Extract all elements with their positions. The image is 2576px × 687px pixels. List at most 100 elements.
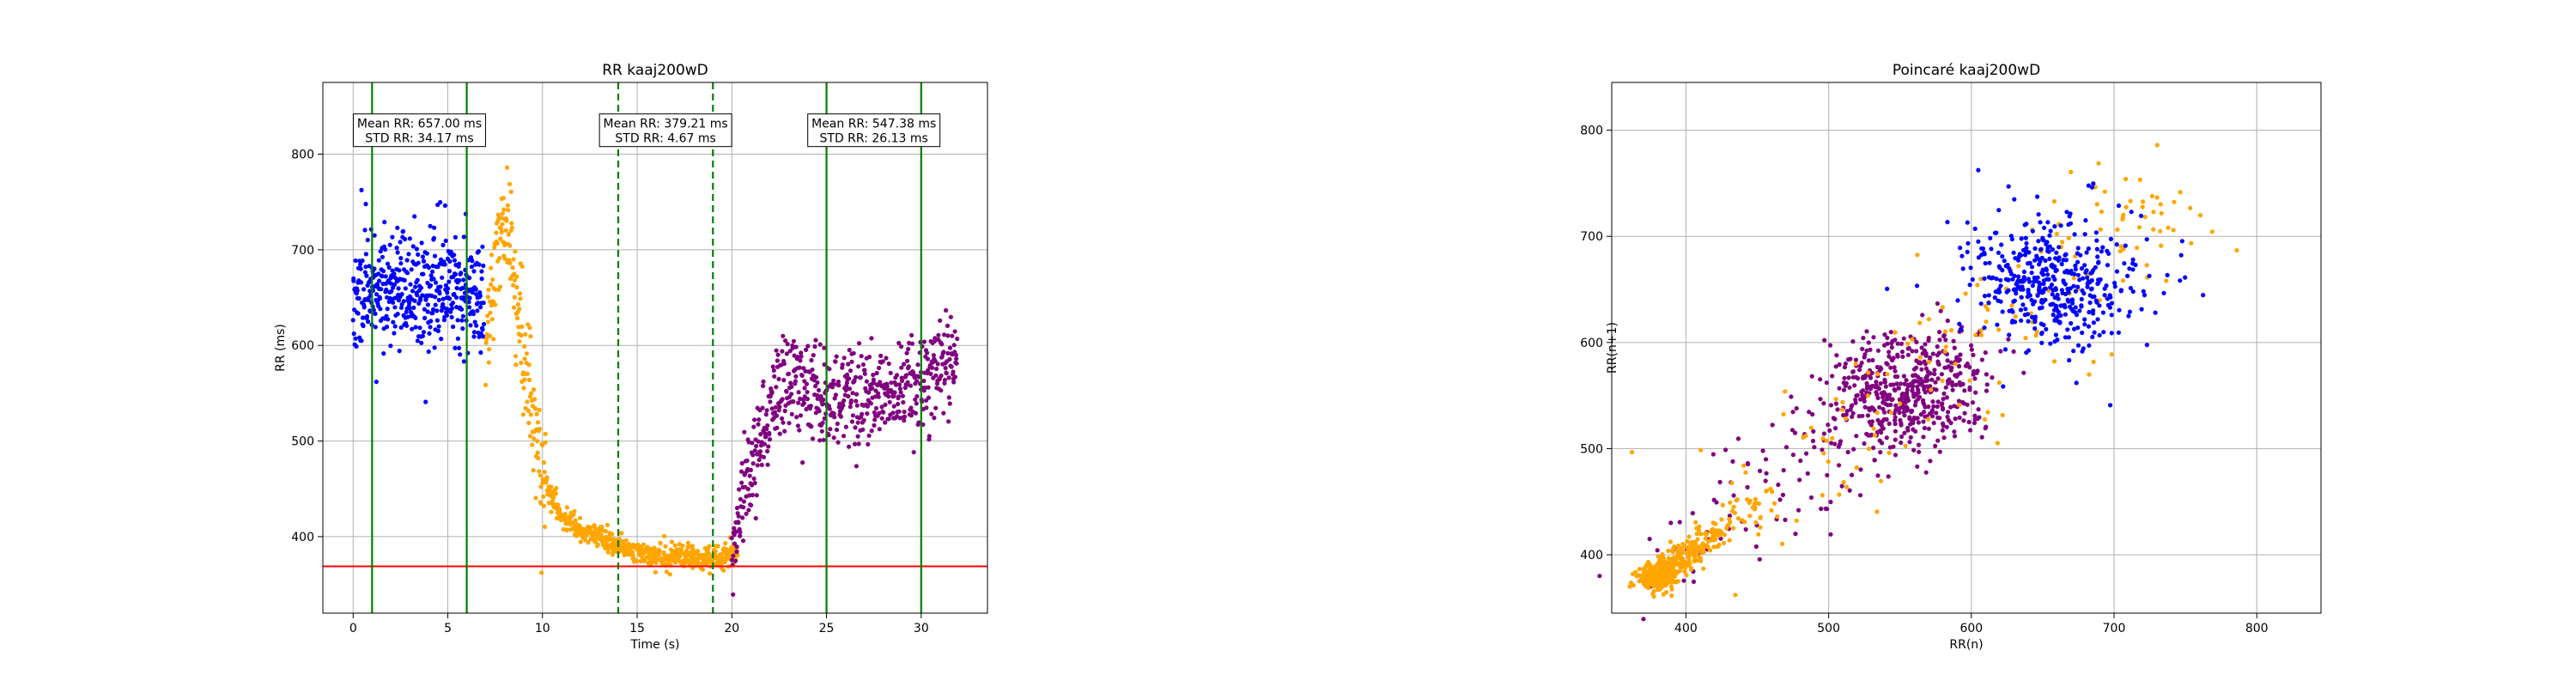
rr-point <box>667 572 672 577</box>
poincare-point <box>1764 457 1769 462</box>
poincare-point <box>1976 167 1981 173</box>
rr-point <box>477 293 483 299</box>
poincare-point <box>2092 330 2097 335</box>
rr-point <box>736 520 741 526</box>
rr-point <box>395 250 400 255</box>
rr-point <box>833 359 838 364</box>
poincare-point <box>1912 403 1918 408</box>
poincare-point <box>1992 230 1998 235</box>
rr-point <box>440 275 445 280</box>
poincare-point <box>2073 305 2078 310</box>
rr-point <box>488 310 493 315</box>
rr-point <box>834 354 839 359</box>
poincare-point <box>1888 382 1893 387</box>
poincare-point <box>1897 405 1902 411</box>
rr-point <box>915 362 920 368</box>
poincare-point <box>1756 532 1761 537</box>
rr-point <box>860 411 865 416</box>
rr-point <box>914 379 920 384</box>
poincare-point <box>1871 445 1876 451</box>
poincare-point <box>1995 441 2000 446</box>
poincare-point <box>2123 243 2128 248</box>
poincare-point <box>1965 362 1971 368</box>
poincare-point <box>1946 381 1951 386</box>
rr-point <box>519 333 524 338</box>
rr-point <box>933 373 939 378</box>
rr-point <box>377 278 382 283</box>
rr-point <box>473 287 478 292</box>
rr-point <box>808 404 813 409</box>
rr-point <box>905 380 910 385</box>
poincare-point <box>1979 435 1984 440</box>
rr-point <box>453 295 459 300</box>
rr-point <box>424 251 429 256</box>
poincare-point <box>1986 301 1991 306</box>
poincare-point <box>1937 449 1942 454</box>
poincare-point <box>2063 312 2068 317</box>
poincare-point <box>2172 199 2177 204</box>
poincare-point <box>1727 514 1733 519</box>
rr-point <box>690 547 696 552</box>
rr-point <box>793 379 799 384</box>
rr-point <box>798 413 804 418</box>
poincare-point <box>2154 143 2160 148</box>
poincare-point <box>1983 261 1988 266</box>
poincare-point <box>1921 435 1926 440</box>
rr-point <box>951 369 956 374</box>
poincare-point <box>1828 499 1833 505</box>
poincare-point <box>1942 329 1948 334</box>
poincare-point <box>1646 586 1651 591</box>
rr-point <box>927 434 932 439</box>
poincare-point <box>2015 278 2021 283</box>
poincare-point <box>1886 474 1891 479</box>
rr-point <box>453 234 459 240</box>
rr-point <box>422 258 427 264</box>
poincare-point <box>2108 403 2113 408</box>
poincare-point <box>1978 332 1984 337</box>
rr-point <box>605 522 611 527</box>
rr-point <box>410 326 415 331</box>
rr-point <box>951 343 957 348</box>
rr-point <box>939 373 944 379</box>
poincare-point <box>1840 399 1845 404</box>
poincare-point <box>1917 449 1922 454</box>
rr-point <box>481 263 486 269</box>
poincare-point <box>2033 333 2038 338</box>
poincare-point <box>2007 308 2012 313</box>
rr-point <box>351 331 356 337</box>
rr-point <box>939 342 945 347</box>
poincare-point <box>1719 517 1724 522</box>
rr-point <box>430 269 435 274</box>
poincare-point <box>1911 447 1917 453</box>
rr-point <box>883 402 888 407</box>
poincare-point <box>1850 410 1856 416</box>
poincare-point <box>2144 343 2149 348</box>
rr-point <box>934 366 939 372</box>
poincare-point <box>2054 250 2059 255</box>
poincare-point <box>1973 332 1978 337</box>
poincare-point <box>1999 242 2004 247</box>
rr-point <box>747 473 752 478</box>
rr-point <box>404 258 410 263</box>
rr-point <box>532 387 537 392</box>
poincare-point <box>1865 393 1870 398</box>
rr-point <box>653 569 659 575</box>
poincare-point <box>1893 337 1898 343</box>
rr-point <box>785 342 790 347</box>
rr-point <box>758 432 763 437</box>
poincare-point <box>1693 520 1698 525</box>
poincare-point <box>1916 397 1921 402</box>
poincare-point <box>1848 356 1853 362</box>
rr-point <box>872 394 878 399</box>
rr-point <box>459 318 465 323</box>
poincare-point <box>1941 396 1946 402</box>
rr-point <box>432 225 437 230</box>
rr-point <box>820 420 825 425</box>
poincare-point <box>2065 327 2070 332</box>
rr-point <box>864 379 870 384</box>
rr-point <box>952 329 957 334</box>
rr-point <box>383 274 388 279</box>
poincare-point <box>1676 543 1681 549</box>
poincare-point <box>1969 347 1974 352</box>
rr-point <box>543 431 548 436</box>
